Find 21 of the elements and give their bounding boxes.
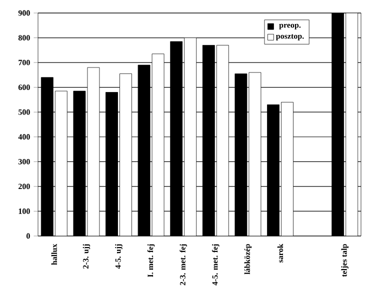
y-tick-label: 400 <box>18 134 30 140</box>
y-tick-label: 0 <box>26 233 30 239</box>
x-tick-label: sarok <box>277 244 284 263</box>
x-tick-label: I. met. fej <box>147 244 155 278</box>
y-tick-label: 300 <box>18 158 30 164</box>
x-tick-label: hallux <box>51 244 57 265</box>
y-tick-label: 800 <box>18 35 30 40</box>
x-tick-label: teljes talp <box>341 244 348 277</box>
legend-label: posztop. <box>276 34 304 40</box>
x-tick-label: 2-3. ujj <box>82 244 90 269</box>
y-tick-label: 100 <box>18 208 30 214</box>
y-tick-label: 500 <box>18 109 30 115</box>
y-tick-label: 900 <box>18 10 30 16</box>
y-tick-label: 600 <box>18 84 30 90</box>
legend-label: preop. <box>279 24 301 30</box>
y-tick-label: 200 <box>18 184 30 190</box>
y-tick-label: 700 <box>18 60 30 66</box>
x-tick-label: lábközép <box>244 244 252 274</box>
x-tick-label: 4-5. ujj <box>115 244 122 269</box>
x-tick-label: 4-5. met. fej <box>212 244 220 286</box>
x-tick-label: 2-3. met. fej <box>180 244 188 286</box>
